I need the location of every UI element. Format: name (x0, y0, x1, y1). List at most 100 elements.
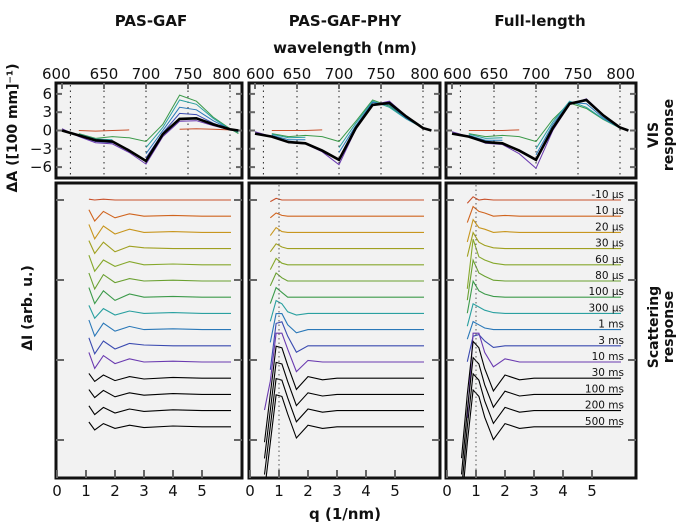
time-label: 3 ms (598, 335, 624, 347)
vis-x-tick-label: 800 (606, 65, 635, 83)
vis-spectrum-line (451, 98, 629, 162)
scattering-trace (463, 388, 621, 477)
vis-x-tick-label: 750 (564, 65, 593, 83)
scattering-trace (466, 320, 621, 340)
scattering-x-tick-label: 4 (361, 482, 371, 500)
time-label: 80 μs (595, 270, 624, 282)
scattering-x-tick-label: 2 (500, 482, 510, 500)
vis-y-tick-label: 0 (42, 122, 52, 140)
scattering-trace (269, 299, 424, 322)
scattering-trace (460, 356, 621, 475)
vis-x-tick-label: 750 (367, 65, 396, 83)
vis-y-tick-label: 3 (42, 103, 52, 121)
time-label: 500 ms (585, 416, 624, 428)
time-label: 60 μs (595, 254, 624, 266)
time-label: 10 μs (595, 205, 624, 217)
scattering-x-tick-label: 1 (274, 482, 284, 500)
scattering-trace (88, 198, 231, 201)
scattering-x-tick-label: 5 (390, 482, 400, 500)
scattering-x-tick-label: 4 (168, 482, 178, 500)
scattering-trace (269, 321, 424, 370)
panel-title-full-length: Full-length (494, 12, 586, 30)
scattering-trace (88, 240, 231, 255)
scattering-trace (88, 389, 231, 399)
scattering-traces-group (263, 197, 424, 477)
scattering-trace (88, 305, 231, 320)
scattering-trace (270, 197, 424, 203)
vis-x-tick-label: 650 (90, 65, 119, 83)
scattering-x-tick-label: 0 (52, 482, 62, 500)
vis-spectrum-line (271, 129, 323, 131)
vis-x-tick-label: 600 (443, 65, 472, 83)
vis-y-tick-label: −3 (30, 140, 52, 158)
scattering-x-tick-label: 2 (110, 482, 120, 500)
vis-spectrum-line (179, 128, 231, 131)
scattering-trace (88, 405, 231, 416)
vis-y-tick-label: −6 (30, 158, 52, 176)
scattering-trace (88, 272, 231, 291)
vis-x-tick-label: 800 (410, 65, 439, 83)
time-label: 200 ms (585, 400, 624, 412)
scattering-trace (466, 239, 621, 289)
vis-x-tick-label: 600 (246, 65, 275, 83)
scattering-x-tick-label: 0 (442, 482, 452, 500)
scattering-trace (263, 361, 424, 459)
scattering-x-tick-label: 3 (529, 482, 539, 500)
scattering-trace (466, 302, 621, 327)
time-label: 30 μs (595, 238, 624, 250)
scattering-trace (269, 286, 424, 304)
vis-spectrum-line (78, 129, 130, 132)
vis-x-tick-label: 650 (480, 65, 509, 83)
vis-x-tick-label: 700 (132, 65, 161, 83)
panel-title-pas-gaf-phy: PAS-GAF-PHY (288, 12, 402, 30)
scattering-x-tick-label: 3 (332, 482, 342, 500)
time-label: 10 ms (592, 351, 624, 363)
scattering-trace (88, 337, 231, 355)
scattering-trace (269, 313, 424, 343)
scattering-x-tick-label: 4 (558, 482, 568, 500)
vis-spectrum-line (468, 129, 520, 131)
scattering-trace (88, 352, 231, 370)
scattering-trace (466, 332, 621, 419)
scattering-trace (269, 212, 424, 219)
scattering-trace (466, 196, 621, 204)
vis-spectrum-line (254, 101, 432, 162)
time-label: -10 μs (591, 189, 624, 201)
time-label: 100 ms (585, 383, 624, 395)
scattering-x-tick-label: 3 (139, 482, 149, 500)
scattering-trace (88, 287, 231, 305)
scattering-x-tick-label: 5 (587, 482, 597, 500)
scattering-trace (88, 319, 231, 338)
top-x-axis-label: wavelength (nm) (273, 39, 417, 57)
scattering-trace (466, 258, 621, 301)
scattering-x-tick-label: 0 (245, 482, 255, 500)
scattering-trace (462, 372, 621, 477)
bottom-x-axis-label: q (1/nm) (309, 505, 381, 523)
scattering-x-tick-label: 1 (81, 482, 91, 500)
scattering-panel-frame (247, 181, 442, 480)
scattering-trace (466, 333, 621, 362)
scattering-trace (263, 332, 424, 411)
vis-x-tick-label: 700 (522, 65, 551, 83)
vis-x-tick-label: 650 (283, 65, 312, 83)
time-label: 100 μs (588, 286, 624, 298)
scattering-trace (269, 226, 424, 236)
vis-spectrum-line (61, 116, 239, 163)
vis-spectrum-line (78, 94, 239, 143)
scattering-panel-frame (54, 181, 244, 480)
vis-x-tick-label: 800 (212, 65, 241, 83)
scattering-trace (265, 394, 424, 477)
vis-y-tick-label: 6 (42, 85, 52, 103)
scattering-trace (466, 231, 621, 257)
time-label: 30 ms (592, 367, 624, 379)
scattering-x-tick-label: 5 (197, 482, 207, 500)
scattering-trace (263, 377, 424, 475)
scattering-trace (269, 257, 424, 270)
scattering-trace (466, 279, 621, 314)
scattering-traces-group (88, 198, 231, 431)
scattering-trace (88, 209, 231, 222)
scattering-trace (269, 272, 424, 287)
vis-x-tick-label: 700 (325, 65, 354, 83)
vis-x-tick-label: 600 (42, 65, 71, 83)
scattering-trace (88, 421, 231, 431)
